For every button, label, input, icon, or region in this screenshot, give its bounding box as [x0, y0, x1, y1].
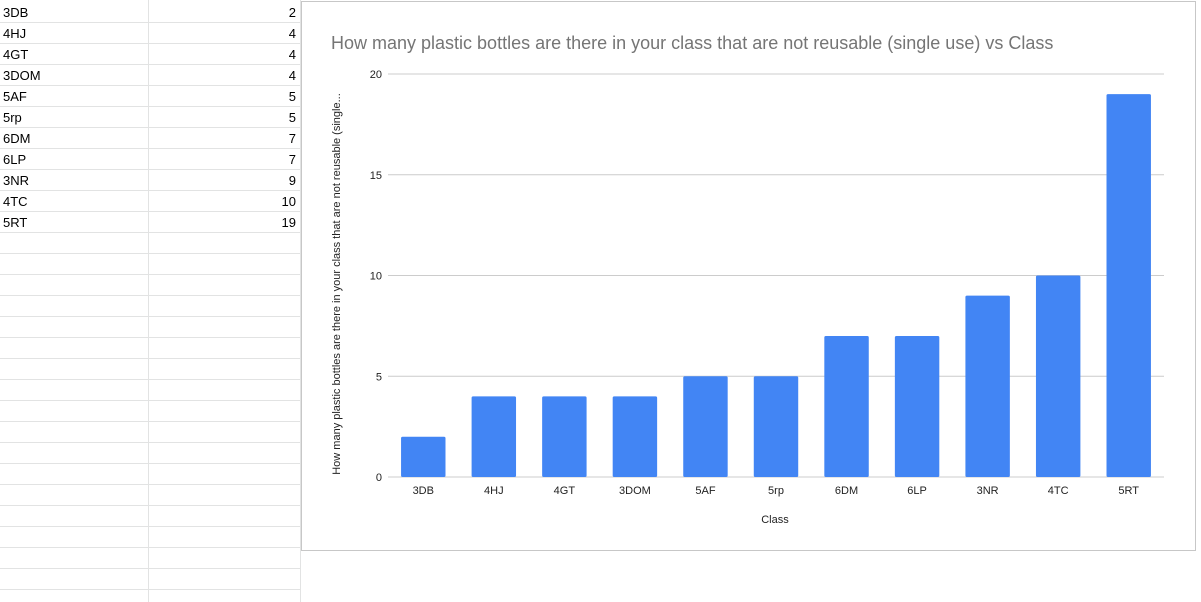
count-cell[interactable]: 19 [281, 215, 296, 230]
y-tick-label: 5 [376, 371, 382, 383]
table-row[interactable]: 4HJ 4 [0, 23, 300, 44]
bar-4GT[interactable] [542, 396, 587, 477]
chart-container[interactable]: How many plastic bottles are there in yo… [301, 1, 1196, 551]
count-cell[interactable]: 4 [288, 26, 296, 41]
bar-6LP[interactable] [894, 335, 940, 477]
bar-3DB[interactable] [401, 436, 446, 477]
table-row[interactable]: 6LP 7 [0, 149, 300, 170]
count-cell[interactable]: 5 [288, 110, 296, 125]
y-tick-label: 20 [370, 69, 382, 81]
count-cell[interactable]: 4 [288, 68, 296, 83]
table-row[interactable]: 5rp 5 [0, 107, 300, 128]
x-axis-ticks: 3DB 4HJ 4GT 3DOM 5AF 5rp 6DM 6LP 3NR 4TC 5RT [413, 485, 1140, 497]
count-cell[interactable]: 5 [288, 89, 296, 104]
y-tick-label: 15 [370, 170, 382, 182]
x-tick-label: 5RT [1118, 485, 1139, 497]
bar-chart: How many plastic bottles are there in yo… [331, 33, 1164, 526]
count-cell[interactable]: 9 [288, 173, 296, 188]
bar-4HJ[interactable] [471, 396, 517, 477]
bar-6DM[interactable] [824, 335, 869, 477]
x-tick-label: 5rp [768, 485, 784, 497]
x-tick-label: 4TC [1048, 485, 1069, 497]
x-tick-label: 3DOM [619, 485, 651, 497]
class-cell[interactable]: 3NR [3, 173, 30, 188]
y-axis-ticks: 0 5 10 15 20 [370, 69, 382, 484]
x-tick-label: 3DB [413, 485, 434, 497]
table-row[interactable]: 4TC 10 [0, 191, 300, 212]
y-tick-label: 0 [376, 472, 382, 484]
chart-gridlines [388, 73, 1164, 478]
table-row[interactable]: 3DB 2 [0, 2, 300, 23]
class-cell[interactable]: 4GT [3, 47, 29, 62]
chart-title: How many plastic bottles are there in yo… [331, 33, 1053, 53]
count-cell[interactable]: 2 [288, 5, 296, 20]
class-cell[interactable]: 5RT [3, 215, 28, 230]
x-tick-label: 4HJ [484, 485, 504, 497]
table-row[interactable]: 3NR 9 [0, 170, 300, 191]
class-cell[interactable]: 5AF [3, 89, 27, 104]
bar-3NR[interactable] [965, 295, 1010, 477]
table-row[interactable]: 4GT 4 [0, 44, 300, 65]
table-row[interactable]: 6DM 7 [0, 128, 300, 149]
class-cell[interactable]: 3DB [3, 5, 29, 20]
bar-5rp[interactable] [753, 376, 799, 477]
bar-3DOM[interactable] [612, 396, 658, 477]
y-tick-label: 10 [370, 271, 382, 283]
class-cell[interactable]: 6LP [3, 152, 27, 167]
count-cell[interactable]: 4 [288, 47, 296, 62]
table-row[interactable]: 3DOM 4 [0, 65, 300, 86]
count-cell[interactable]: 7 [288, 131, 296, 146]
class-cell[interactable]: 3DOM [3, 68, 41, 83]
x-tick-label: 4GT [554, 485, 576, 497]
x-tick-label: 6DM [835, 485, 858, 497]
x-axis-label: Class [761, 514, 789, 526]
count-cell[interactable]: 10 [281, 194, 296, 209]
bar-5AF[interactable] [683, 376, 728, 477]
table-row[interactable]: 5AF 5 [0, 86, 300, 107]
bar-4TC[interactable] [1035, 275, 1081, 478]
x-tick-label: 3NR [977, 485, 999, 497]
table-row[interactable]: 5RT 19 [0, 212, 300, 233]
class-cell[interactable]: 4HJ [3, 26, 27, 41]
x-tick-label: 5AF [695, 485, 715, 497]
count-cell[interactable]: 7 [288, 152, 296, 167]
chart-bars [401, 94, 1151, 478]
class-cell[interactable]: 5rp [3, 110, 22, 125]
class-cell[interactable]: 6DM [3, 131, 31, 146]
class-cell[interactable]: 4TC [3, 194, 28, 209]
y-axis-label: How many plastic bottles are there in yo… [331, 93, 343, 475]
bar-5RT[interactable] [1106, 94, 1151, 478]
x-tick-label: 6LP [907, 485, 927, 497]
